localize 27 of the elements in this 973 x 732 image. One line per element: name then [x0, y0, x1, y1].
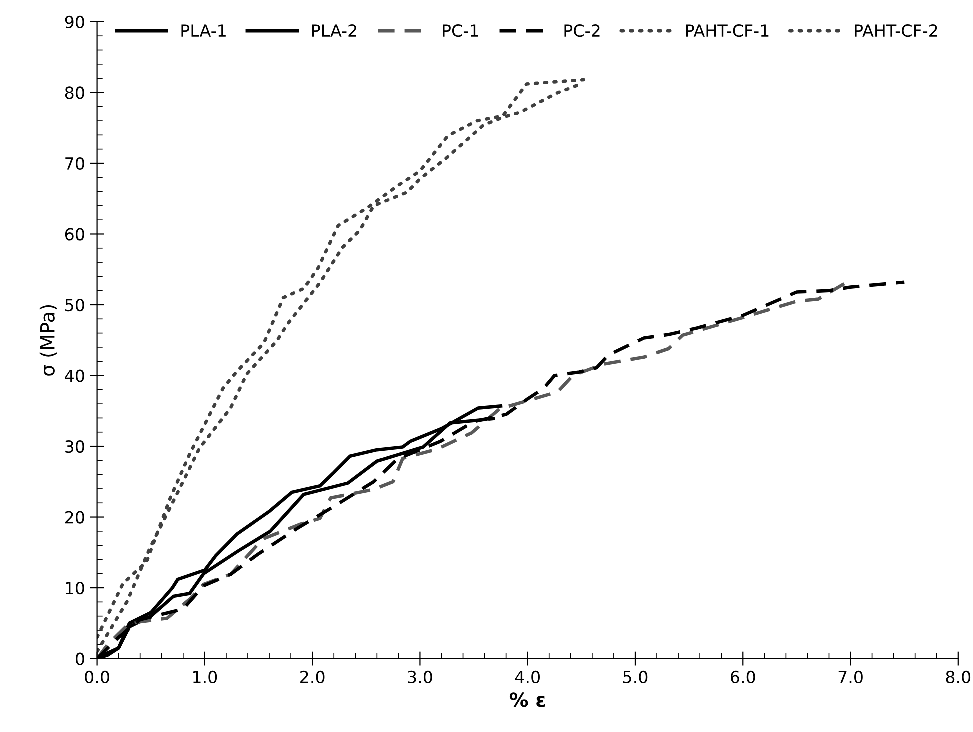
legend-label: PAHT-CF-1	[686, 24, 769, 38]
x-tick-label: 6.0	[731, 670, 756, 684]
x-tick-label: 5.0	[624, 670, 648, 684]
legend-label: PC-2	[564, 24, 600, 38]
x-tick-label: 8.0	[946, 670, 971, 684]
y-tick-label: 40	[65, 370, 84, 382]
x-tick-label: 7.0	[838, 670, 863, 684]
x-tick-label: 1.0	[194, 670, 218, 684]
x-tick-label: 3.0	[408, 670, 432, 684]
y-tick-label: 90	[65, 16, 84, 29]
y-tick-label: 20	[66, 511, 84, 524]
y-tick-label: 60	[65, 228, 84, 241]
legend-label: PC-1	[443, 24, 478, 38]
y-axis-title: σ (MPa)	[40, 305, 58, 376]
legend-label: PAHT-CF-2	[855, 24, 938, 38]
y-tick-label: 10	[66, 582, 84, 595]
legend-label: PLA-1	[182, 24, 226, 37]
legend-label: PLA-2	[312, 24, 356, 37]
x-tick-label: 0.0	[85, 670, 110, 684]
x-tick-label: 4.0	[515, 670, 540, 684]
y-tick-label: 80	[65, 86, 84, 100]
y-tick-label: 50	[66, 298, 84, 312]
y-tick-label: 30	[66, 440, 84, 454]
x-tick-label: 2.0	[300, 670, 325, 684]
y-tick-label: 0	[76, 652, 84, 666]
x-axis-title: % ε	[510, 692, 546, 708]
y-tick-label: 70	[66, 157, 84, 170]
